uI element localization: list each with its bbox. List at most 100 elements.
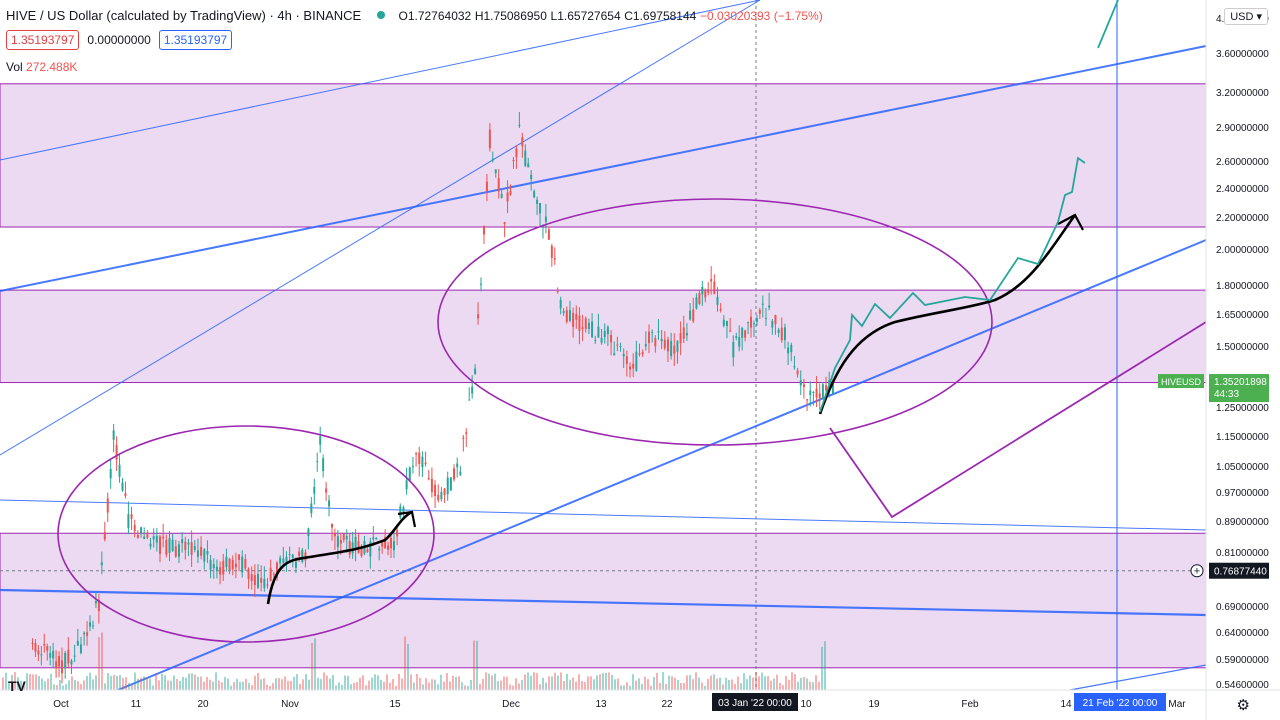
- x-tick-label: 10: [800, 699, 812, 710]
- candle-body: [70, 660, 72, 664]
- volume-bar: [323, 672, 325, 690]
- volume-bar: [71, 676, 73, 690]
- candle-body: [86, 632, 88, 636]
- volume-bar: [281, 679, 283, 690]
- volume-bar: [158, 680, 160, 690]
- volume-bar: [38, 676, 40, 690]
- volume-bar: [800, 678, 802, 690]
- volume-bar: [122, 678, 124, 690]
- volume-bar: [410, 674, 412, 690]
- candle-body: [159, 537, 161, 554]
- volume-bar: [377, 675, 379, 690]
- volume-bar: [200, 677, 202, 690]
- volume-bar: [566, 674, 568, 690]
- candle-body: [127, 514, 129, 528]
- candle-body: [747, 322, 749, 323]
- candle-body: [594, 340, 596, 341]
- volume-bar: [572, 678, 574, 690]
- volume-bar: [470, 680, 472, 690]
- candle-body: [121, 482, 123, 490]
- ohlc-low: L1.65727654: [551, 9, 621, 23]
- volume-bar: [398, 674, 400, 690]
- candle-body: [518, 125, 520, 126]
- volume-bar: [758, 676, 760, 690]
- currency-select[interactable]: USD ▾: [1224, 8, 1268, 25]
- volume-bar: [581, 681, 583, 690]
- candle-body: [328, 500, 330, 506]
- candle-body: [273, 574, 275, 575]
- volume-bar: [227, 679, 229, 690]
- candle-body: [501, 194, 503, 198]
- volume-bar: [656, 673, 658, 690]
- volume-bar: [476, 641, 478, 690]
- candle-body: [104, 532, 106, 539]
- candle-body: [216, 567, 218, 571]
- sell-price-button[interactable]: 1.35193797: [6, 30, 79, 50]
- volume-bar: [695, 672, 697, 690]
- volume-bar: [614, 679, 616, 690]
- x-tick-label: Dec: [502, 699, 520, 710]
- volume-bar: [92, 679, 94, 690]
- candle-body: [390, 538, 392, 548]
- candle-body: [337, 536, 339, 547]
- candle-body: [232, 560, 234, 569]
- candle-body: [753, 323, 755, 324]
- volume-bar: [155, 673, 157, 690]
- volume-bar: [35, 674, 37, 690]
- last-price-value: 1.35201898: [1214, 377, 1267, 388]
- gear-icon[interactable]: ⚙: [1237, 696, 1250, 714]
- candle-body: [591, 321, 593, 337]
- candle-body: [444, 489, 446, 495]
- volume-bar: [290, 681, 292, 690]
- volume-bar: [512, 686, 514, 690]
- volume-bar: [86, 676, 88, 690]
- volume-bar: [662, 672, 664, 690]
- volume-bar: [221, 682, 223, 690]
- spread-value: 0.00000000: [87, 33, 150, 47]
- volume-bar: [482, 679, 484, 690]
- volume-bar: [284, 676, 286, 690]
- volume-bar: [431, 679, 433, 690]
- candle-body: [156, 536, 158, 543]
- volume-bar: [311, 643, 313, 690]
- candle-body: [480, 284, 482, 285]
- candle-body: [689, 311, 691, 320]
- candle-body: [292, 555, 294, 558]
- volume-bar: [146, 677, 148, 690]
- candle-body: [203, 549, 205, 561]
- support-zone-0: [0, 84, 1206, 227]
- candle-body: [582, 327, 584, 329]
- volume-bar: [728, 680, 730, 690]
- candle-body: [512, 160, 514, 161]
- candle-body: [134, 525, 136, 531]
- volume-bar: [371, 678, 373, 690]
- candle-body: [153, 536, 155, 539]
- candle-body: [626, 356, 628, 364]
- candle-body: [225, 557, 227, 567]
- candle-body: [124, 493, 126, 496]
- candle-body: [489, 130, 491, 149]
- candle-body: [651, 332, 653, 333]
- tradingview-logo-icon: TV: [8, 678, 26, 694]
- buy-price-button[interactable]: 1.35193797: [159, 30, 232, 50]
- symbol-title[interactable]: HIVE / US Dollar (calculated by TradingV…: [6, 8, 361, 23]
- volume-bar: [707, 679, 709, 690]
- candle-body: [803, 384, 805, 387]
- candle-body: [768, 306, 770, 308]
- volume-bar: [53, 684, 55, 690]
- volume-bar: [152, 685, 154, 690]
- candle-body: [378, 549, 380, 551]
- volume-bar: [446, 673, 448, 690]
- volume-bar: [401, 679, 403, 690]
- volume-bar: [59, 680, 61, 690]
- volume-bar: [785, 676, 787, 690]
- candle-body: [55, 661, 57, 668]
- chart-header: HIVE / US Dollar (calculated by TradingV…: [6, 8, 823, 23]
- candle-body: [654, 338, 656, 346]
- candle-body: [67, 650, 69, 664]
- candle-body: [551, 246, 553, 258]
- volume-bar: [677, 680, 679, 690]
- volume-bar: [185, 678, 187, 690]
- candle-body: [137, 535, 139, 538]
